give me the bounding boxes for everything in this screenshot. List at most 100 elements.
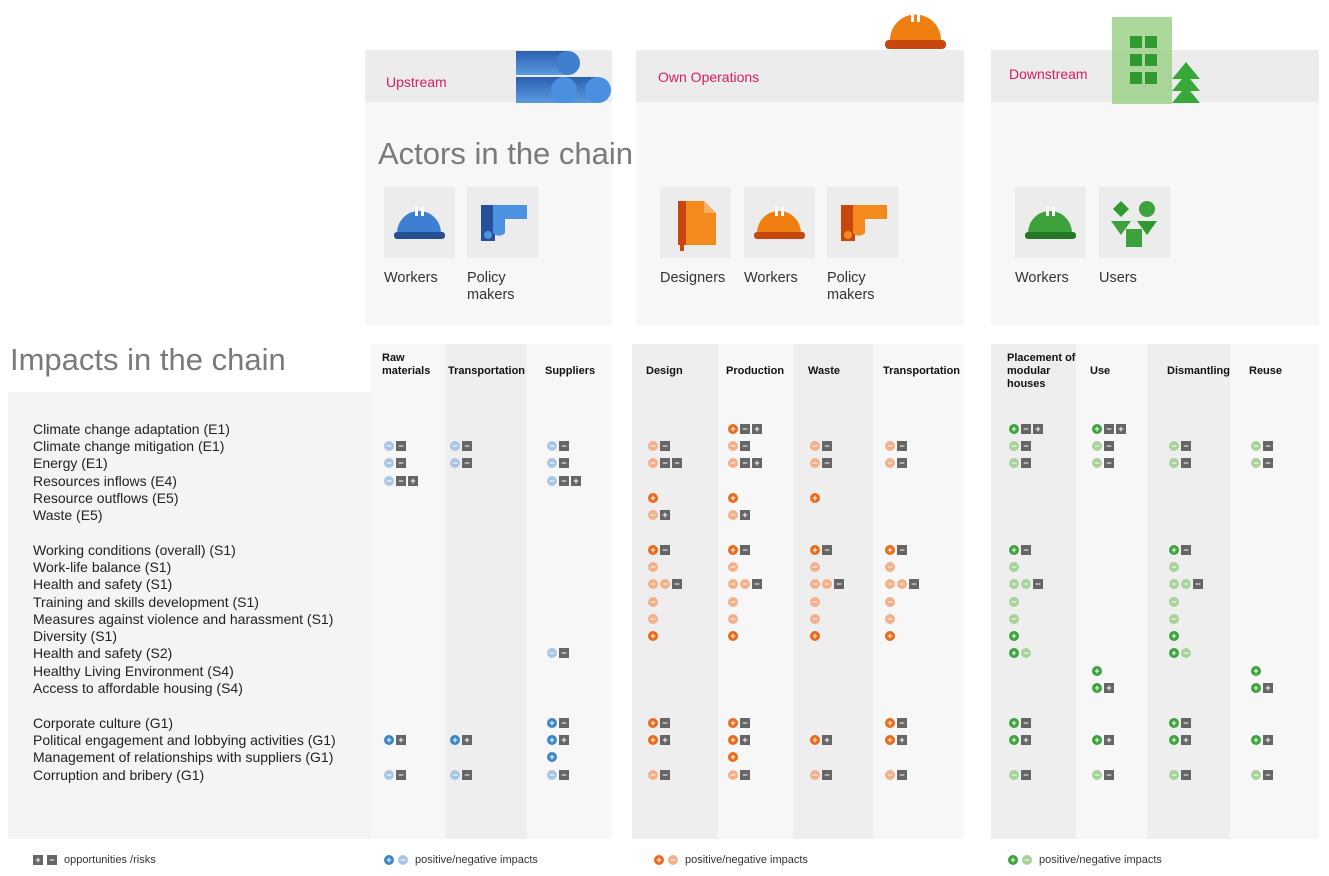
column-header: Placement of modular houses xyxy=(1007,352,1076,390)
positive-impact-icon: + xyxy=(885,735,895,745)
legend-risks: + − opportunities /risks xyxy=(33,854,156,866)
impact-cell: + xyxy=(648,493,658,503)
opportunity-box-icon: + xyxy=(822,735,832,745)
risk-box-icon: − xyxy=(1263,770,1273,780)
negative-impact-icon: − xyxy=(810,597,820,607)
impact-cell: − xyxy=(728,562,738,572)
negative-impact-icon: − xyxy=(1092,458,1102,468)
positive-impact-icon: + xyxy=(648,735,658,745)
negative-impact-icon: − xyxy=(810,441,820,451)
impact-row-label: Resources inflows (E4) xyxy=(33,473,177,489)
negative-impact-icon: − xyxy=(1092,441,1102,451)
risk-box-icon: − xyxy=(559,648,569,658)
negative-impact-icon: − xyxy=(1251,770,1261,780)
negative-impact-icon: − xyxy=(897,579,907,589)
impact-cell: − + xyxy=(648,510,670,520)
impact-cell: − − xyxy=(1251,441,1273,451)
risk-box-icon: − xyxy=(1181,718,1191,728)
impact-cell: − − xyxy=(1092,458,1114,468)
actor-workers-upstream: Workers xyxy=(384,187,474,287)
impact-cell: − − xyxy=(728,770,750,780)
negative-impact-icon: − xyxy=(384,441,394,451)
risk-box-icon: − xyxy=(1104,458,1114,468)
actor-users: Users xyxy=(1099,187,1189,287)
risk-box-icon: − xyxy=(660,545,670,555)
column-header: Reuse xyxy=(1249,365,1283,377)
positive-impact-icon: + xyxy=(654,855,664,865)
column-header: Waste xyxy=(808,365,840,377)
impact-row-label: Healthy Living Environment (S4) xyxy=(33,663,234,679)
positive-impact-icon: + xyxy=(648,631,658,641)
positive-impact-icon: + xyxy=(1092,683,1102,693)
negative-impact-icon: − xyxy=(1169,614,1179,624)
risk-box-icon: − xyxy=(559,441,569,451)
orange-pointing-hand-icon xyxy=(841,205,887,241)
negative-impact-icon: − xyxy=(810,562,820,572)
opportunity-box-icon: + xyxy=(740,510,750,520)
risk-box-icon: − xyxy=(1021,458,1031,468)
stage-label-own-operations: Own Operations xyxy=(658,69,760,85)
risk-box-icon: − xyxy=(1104,441,1114,451)
impact-cell: + + xyxy=(1251,683,1273,693)
negative-impact-icon: − xyxy=(450,770,460,780)
positive-impact-icon: + xyxy=(810,493,820,503)
impact-cell: − − xyxy=(547,441,569,451)
risk-box-icon: − xyxy=(660,458,670,468)
positive-impact-icon: + xyxy=(728,424,738,434)
impact-cell: + − + xyxy=(728,424,762,434)
impact-cell: − − xyxy=(1009,441,1031,451)
column-shade xyxy=(793,344,873,839)
risk-box-icon: − xyxy=(1181,770,1191,780)
negative-impact-icon: − xyxy=(728,579,738,589)
risk-box-icon: − xyxy=(1033,579,1043,589)
positive-impact-icon: + xyxy=(810,545,820,555)
impact-cell: − − xyxy=(885,770,907,780)
impact-cell: + xyxy=(728,752,738,762)
impact-row-label: Training and skills development (S1) xyxy=(33,594,259,610)
impact-row-label: Energy (E1) xyxy=(33,455,108,471)
impact-cell: − − xyxy=(1169,770,1191,780)
positive-impact-icon: + xyxy=(1009,424,1019,434)
positive-impact-icon: + xyxy=(1008,855,1018,865)
column-header: Production xyxy=(726,365,785,377)
actor-label: Policy makers xyxy=(827,270,875,303)
impact-cell: + + xyxy=(728,735,750,745)
positive-impact-icon: + xyxy=(384,735,394,745)
legend-downstream-label: positive/negative impacts xyxy=(1039,854,1162,866)
actor-label: Workers xyxy=(1015,270,1069,286)
negative-impact-icon: − xyxy=(450,458,460,468)
impact-cell: − xyxy=(810,614,820,624)
positive-impact-icon: + xyxy=(648,718,658,728)
positive-impact-icon: + xyxy=(728,545,738,555)
impact-cell: − xyxy=(648,614,658,624)
impact-cell: + xyxy=(728,493,738,503)
impact-cell: + + xyxy=(885,735,907,745)
impact-cell: − − xyxy=(384,441,406,451)
negative-impact-icon: − xyxy=(810,579,820,589)
impacts-label-panel xyxy=(8,392,371,839)
positive-impact-icon: + xyxy=(1169,631,1179,641)
positive-impact-icon: + xyxy=(728,631,738,641)
risk-box-icon: − xyxy=(822,545,832,555)
impact-cell: − − − xyxy=(810,579,844,589)
actor-label: Workers xyxy=(744,270,798,286)
impact-cell: − − − xyxy=(1009,579,1043,589)
column-shade xyxy=(632,344,718,839)
legend-ownops: + − positive/negative impacts xyxy=(654,854,808,866)
impact-cell: − − xyxy=(547,458,569,468)
negative-impact-icon: − xyxy=(547,770,557,780)
risk-box-icon: − xyxy=(1104,424,1114,434)
impact-row-label: Working conditions (overall) (S1) xyxy=(33,542,236,558)
impact-cell: − − − xyxy=(728,579,762,589)
negative-impact-icon: − xyxy=(1251,458,1261,468)
impact-row-label: Work-life balance (S1) xyxy=(33,559,172,575)
legend-ownops-label: positive/negative impacts xyxy=(685,854,808,866)
impact-cell: − − − xyxy=(648,458,682,468)
risk-box-icon: − xyxy=(822,441,832,451)
negative-impact-icon: − xyxy=(648,614,658,624)
impact-cell: + + xyxy=(450,735,472,745)
risk-box-icon: − xyxy=(1104,770,1114,780)
actor-designers: Designers xyxy=(660,187,750,287)
negative-impact-icon: − xyxy=(728,597,738,607)
positive-impact-icon: + xyxy=(728,493,738,503)
